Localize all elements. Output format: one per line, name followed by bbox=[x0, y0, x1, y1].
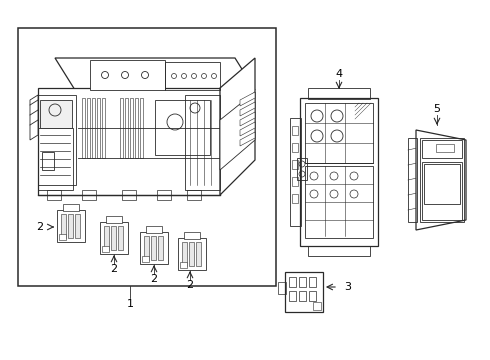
Bar bbox=[140, 98, 143, 158]
Polygon shape bbox=[38, 88, 220, 195]
Bar bbox=[297, 158, 307, 180]
Bar bbox=[57, 210, 85, 242]
Bar bbox=[300, 98, 378, 246]
Polygon shape bbox=[240, 132, 255, 146]
Polygon shape bbox=[90, 60, 165, 90]
Bar bbox=[436, 144, 454, 152]
Bar bbox=[308, 246, 370, 256]
Bar bbox=[142, 256, 149, 262]
Text: 1: 1 bbox=[126, 299, 133, 309]
Bar bbox=[196, 242, 201, 266]
Bar bbox=[189, 242, 194, 266]
Bar bbox=[82, 190, 96, 200]
Bar bbox=[289, 291, 296, 301]
Bar bbox=[305, 103, 373, 163]
Text: 2: 2 bbox=[36, 222, 44, 232]
Bar bbox=[68, 214, 73, 238]
Bar bbox=[59, 234, 66, 240]
Bar bbox=[104, 226, 109, 250]
Bar bbox=[422, 162, 462, 220]
Bar bbox=[299, 291, 306, 301]
Bar bbox=[184, 232, 200, 239]
Bar bbox=[420, 138, 464, 222]
Bar bbox=[111, 226, 116, 250]
Polygon shape bbox=[416, 130, 466, 230]
Text: 3: 3 bbox=[344, 282, 351, 292]
Bar bbox=[158, 236, 163, 260]
Bar bbox=[290, 118, 301, 226]
Bar bbox=[92, 98, 95, 158]
Text: 2: 2 bbox=[110, 264, 118, 274]
Bar bbox=[130, 98, 133, 158]
Bar bbox=[87, 98, 90, 158]
Bar bbox=[309, 277, 316, 287]
Text: 2: 2 bbox=[150, 274, 158, 284]
Bar bbox=[122, 190, 136, 200]
Bar bbox=[102, 98, 105, 158]
Bar bbox=[38, 128, 73, 190]
Bar bbox=[47, 190, 61, 200]
Bar bbox=[309, 291, 316, 301]
Bar bbox=[292, 160, 298, 169]
Polygon shape bbox=[240, 92, 255, 106]
Text: 2: 2 bbox=[186, 280, 194, 290]
Bar bbox=[178, 238, 206, 270]
Bar bbox=[289, 277, 296, 287]
Bar bbox=[313, 302, 321, 310]
Bar bbox=[140, 232, 168, 264]
Bar bbox=[106, 216, 122, 223]
Bar bbox=[292, 194, 298, 203]
Bar bbox=[125, 98, 128, 158]
Bar bbox=[285, 272, 323, 312]
Bar bbox=[75, 214, 80, 238]
Bar bbox=[187, 190, 201, 200]
Polygon shape bbox=[240, 102, 255, 116]
Bar bbox=[180, 262, 187, 268]
Polygon shape bbox=[220, 92, 255, 170]
Bar bbox=[82, 98, 85, 158]
Bar bbox=[118, 226, 123, 250]
Bar bbox=[120, 98, 123, 158]
Bar bbox=[100, 222, 128, 254]
Bar bbox=[299, 277, 306, 287]
Bar bbox=[278, 282, 286, 294]
Bar bbox=[97, 98, 100, 158]
Bar bbox=[42, 152, 54, 170]
Bar bbox=[155, 100, 210, 155]
Bar bbox=[18, 28, 276, 286]
Text: 4: 4 bbox=[336, 69, 343, 79]
Bar bbox=[185, 95, 220, 190]
Bar bbox=[408, 138, 417, 222]
Bar bbox=[135, 98, 138, 158]
Bar bbox=[308, 88, 370, 99]
Bar bbox=[102, 246, 109, 252]
Bar bbox=[61, 214, 66, 238]
Bar bbox=[292, 177, 298, 186]
Bar bbox=[165, 62, 220, 90]
Polygon shape bbox=[240, 122, 255, 136]
Polygon shape bbox=[240, 112, 255, 126]
Bar bbox=[63, 204, 79, 211]
Polygon shape bbox=[55, 58, 255, 90]
Bar bbox=[422, 140, 462, 158]
Bar bbox=[144, 236, 149, 260]
Bar bbox=[157, 190, 171, 200]
Bar bbox=[424, 164, 460, 204]
Bar bbox=[292, 126, 298, 135]
Polygon shape bbox=[30, 95, 38, 140]
Text: 5: 5 bbox=[434, 104, 441, 114]
Bar bbox=[146, 226, 162, 233]
Bar bbox=[305, 166, 373, 238]
Bar bbox=[151, 236, 156, 260]
Bar bbox=[292, 143, 298, 152]
Bar bbox=[40, 100, 72, 128]
Polygon shape bbox=[220, 58, 255, 195]
Bar bbox=[38, 95, 76, 185]
Bar bbox=[182, 242, 187, 266]
